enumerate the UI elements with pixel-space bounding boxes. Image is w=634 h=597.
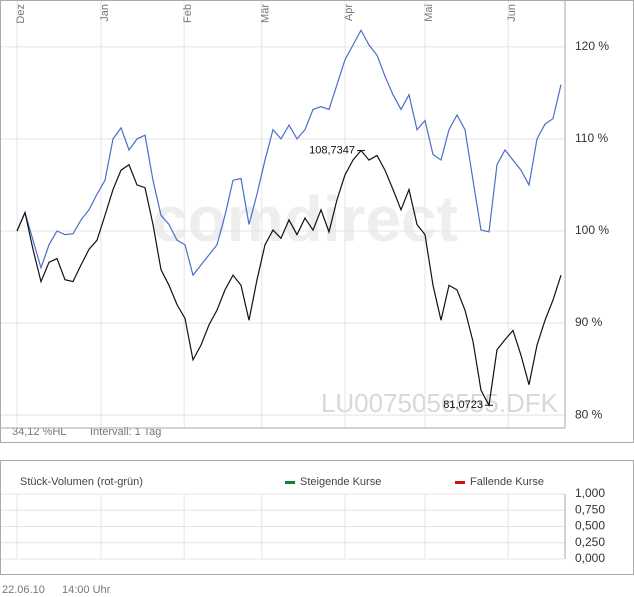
- series-line: [16, 28, 562, 277]
- y-tick-label: 100 %: [575, 223, 609, 237]
- legend-label: Steigende Kurse: [300, 476, 381, 488]
- range-label: 34,12 %HL: [12, 426, 66, 438]
- annotation: 81,0723: [443, 399, 483, 411]
- footer-time: 14:00 Uhr: [62, 584, 111, 596]
- y-tick-label: 90 %: [575, 315, 603, 329]
- y-tick-label: 0,250: [575, 535, 605, 549]
- y-tick-label: 0,000: [575, 551, 605, 565]
- x-tick-label: Jan: [99, 4, 111, 22]
- legend-swatch: [285, 481, 295, 484]
- y-tick-label: 80 %: [575, 407, 603, 421]
- volume-panel: [0, 460, 634, 575]
- x-tick-label: Dez: [15, 4, 27, 24]
- legend-label: Fallende Kurse: [470, 476, 544, 488]
- x-tick-label: Jun: [506, 4, 518, 22]
- y-tick-label: 120 %: [575, 39, 609, 53]
- footer-date: 22.06.10: [2, 584, 45, 596]
- annotation: 108,7347: [309, 144, 355, 156]
- series-line: [16, 149, 562, 408]
- x-tick-label: Mai: [423, 4, 435, 22]
- x-tick-label: Feb: [182, 4, 194, 23]
- y-tick-label: 0,500: [575, 519, 605, 533]
- y-tick-label: 110 %: [575, 131, 608, 145]
- legend-swatch: [455, 481, 465, 484]
- x-tick-label: Apr: [343, 4, 355, 21]
- volume-title: Stück-Volumen (rot-grün): [20, 476, 143, 488]
- interval-label: Intervall: 1 Tag: [90, 426, 161, 438]
- symbol-watermark: LU0075056555.DFK: [321, 388, 559, 418]
- x-tick-label: Mär: [260, 4, 272, 23]
- y-tick-label: 0,750: [575, 502, 605, 516]
- y-tick-label: 1,000: [575, 486, 605, 500]
